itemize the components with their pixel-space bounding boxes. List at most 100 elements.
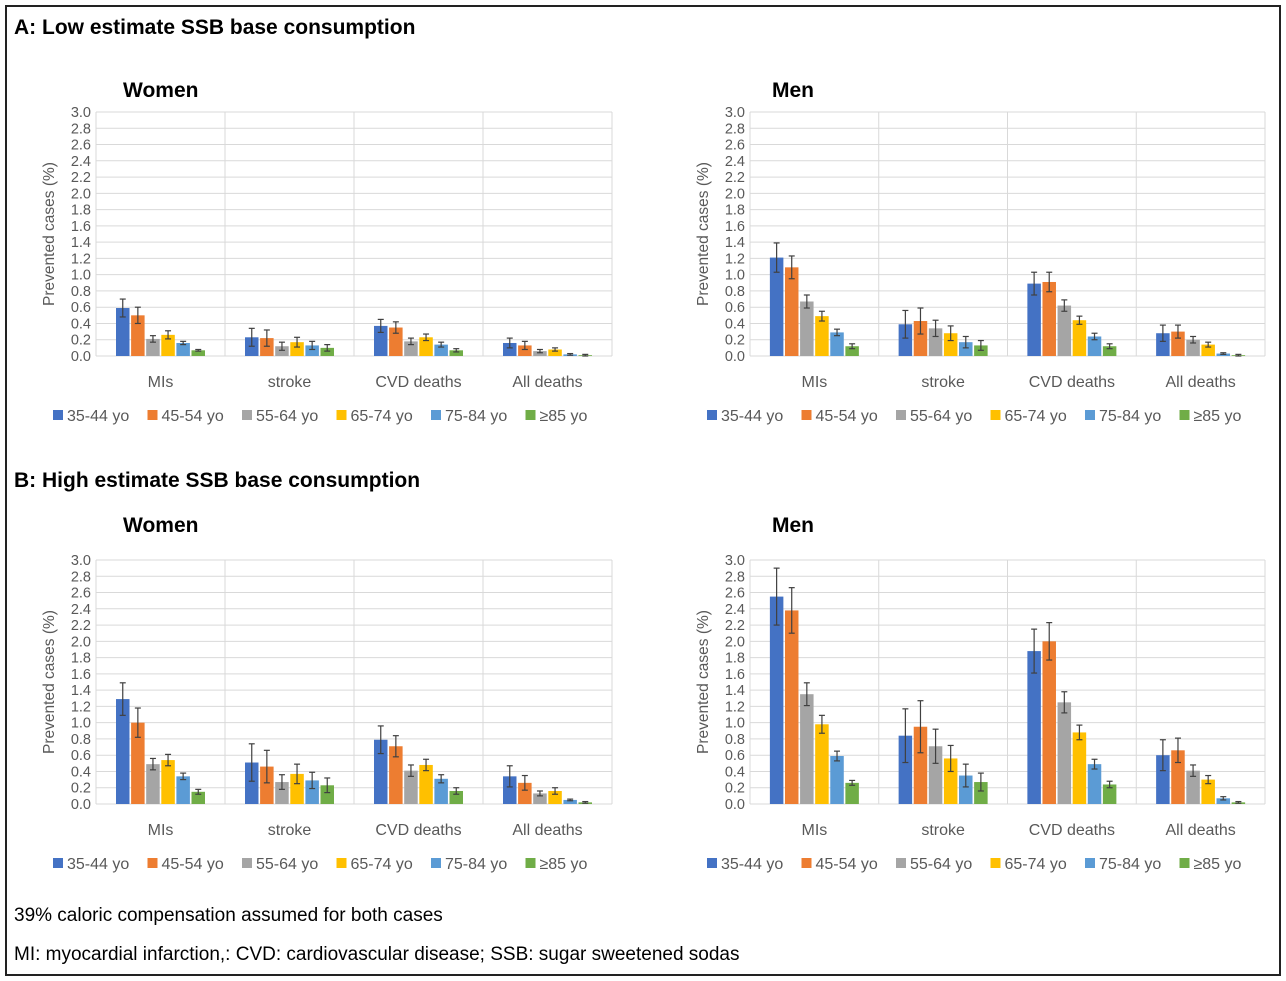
bar-65-74-yo-all-deaths [548, 349, 562, 356]
bar-65-74-yo-all-deaths [1201, 344, 1215, 356]
y-tick-label: 0.4 [725, 316, 745, 332]
x-category-label: All deaths [1165, 374, 1235, 391]
y-tick-label: 0.6 [725, 300, 745, 316]
legend-label-55-64-yo: 55-64 yo [910, 408, 972, 425]
bar-35-44-yo-mis [769, 596, 784, 804]
legend-label-65-74-yo: 65-74 yo [1005, 408, 1067, 425]
bar-75-84-yo-stroke [305, 345, 319, 356]
legend-swatch-65-74-yo [336, 410, 347, 420]
bar-45-54-yo-all-deaths [518, 345, 532, 356]
section-b-title: B: High estimate SSB base consumption [14, 469, 421, 492]
x-category-label: stroke [268, 374, 312, 391]
y-tick-label: 2.6 [725, 138, 745, 154]
y-tick-label: 0.6 [725, 748, 745, 764]
bar-ge85-yo-stroke [320, 347, 334, 356]
bar-45-54-yo-mis [784, 267, 799, 356]
y-tick-label: 0.0 [725, 349, 745, 365]
bar-35-44-yo-stroke [898, 735, 913, 804]
y-tick-label: 2.8 [71, 569, 91, 585]
bar-65-74-yo-stroke [290, 342, 304, 356]
legend-swatch-75-84-yo [1085, 410, 1095, 420]
bar-45-54-yo-mis [131, 315, 145, 356]
y-tick-label: 1.2 [725, 699, 745, 715]
legend-label-75-84-yo: 75-84 yo [1099, 856, 1161, 873]
legend-swatch-35-44-yo [707, 410, 717, 420]
legend-swatch-75-84-yo [431, 858, 441, 868]
bar-45-54-yo-stroke [913, 321, 928, 356]
y-tick-label: 3.0 [71, 105, 91, 121]
bar-35-44-yo-cvd-deaths [1027, 651, 1041, 804]
bar-75-84-yo-stroke [959, 342, 973, 356]
bar-ge85-yo-stroke [320, 785, 334, 804]
bar-ge85-yo-cvd-deaths [449, 350, 463, 356]
legend-swatch-65-74-yo [336, 858, 347, 868]
bar-65-74-yo-mis [815, 316, 829, 356]
bar-45-54-yo-cvd-deaths [1042, 641, 1056, 804]
bar-ge85-yo-mis [845, 346, 859, 356]
y-tick-label: 1.6 [71, 667, 91, 683]
y-tick-label: 2.0 [71, 186, 91, 202]
legend-swatch-35-44-yo [53, 410, 63, 420]
bar-55-64-yo-all-deaths [533, 351, 547, 356]
y-tick-label: 0.6 [71, 748, 91, 764]
bar-65-74-yo-stroke [943, 758, 958, 804]
bar-75-84-yo-cvd-deaths [434, 778, 448, 804]
bar-55-64-yo-all-deaths [1186, 770, 1200, 804]
legend-label-35-44-yo: 35-44 yo [721, 408, 783, 425]
legend-label-75-84-yo: 75-84 yo [1099, 408, 1161, 425]
legend-swatch-65-74-yo [990, 858, 1001, 868]
legend-label-65-74-yo: 65-74 yo [1005, 856, 1067, 873]
bar-45-54-yo-stroke [260, 338, 274, 356]
y-tick-label: 2.0 [725, 634, 745, 650]
bar-55-64-yo-all-deaths [533, 793, 547, 804]
y-tick-label: 1.8 [71, 651, 91, 667]
x-category-label: CVD deaths [375, 374, 461, 391]
y-tick-label: 2.8 [71, 121, 91, 137]
bar-45-54-yo-mis [131, 722, 145, 804]
bar-ge85-yo-stroke [974, 782, 988, 804]
y-tick-label: 1.0 [71, 268, 91, 284]
bar-45-54-yo-all-deaths [518, 782, 532, 804]
legend-label-75-84-yo: 75-84 yo [445, 856, 507, 873]
bar-65-74-yo-cvd-deaths [419, 764, 433, 804]
bar-55-64-yo-stroke [275, 782, 289, 804]
y-tick-label: 1.0 [725, 716, 745, 732]
y-tick-label: 1.2 [71, 251, 91, 267]
bar-ge85-yo-cvd-deaths [449, 790, 463, 804]
chart-title: Women [123, 79, 198, 102]
bar-35-44-yo-all-deaths [1156, 755, 1170, 804]
legend-label-35-44-yo: 35-44 yo [721, 856, 783, 873]
bar-65-74-yo-all-deaths [1201, 779, 1215, 804]
bar-55-64-yo-cvd-deaths [1057, 702, 1072, 804]
y-axis-label: Prevented cases (%) [41, 610, 58, 754]
legend-label-45-54-yo: 45-54 yo [162, 856, 224, 873]
bar-35-44-yo-mis [116, 699, 130, 804]
bar-65-74-yo-stroke [290, 773, 304, 804]
x-category-label: stroke [921, 374, 965, 391]
y-tick-label: 1.6 [725, 667, 745, 683]
bar-75-84-yo-mis [830, 332, 844, 356]
y-tick-label: 2.4 [71, 154, 91, 170]
y-tick-label: 2.6 [71, 138, 91, 154]
bar-35-44-yo-all-deaths [503, 342, 517, 356]
bar-ge85-yo-cvd-deaths [1102, 784, 1117, 804]
bar-35-44-yo-mis [769, 257, 784, 356]
y-tick-label: 2.4 [725, 154, 745, 170]
bar-45-54-yo-cvd-deaths [389, 746, 403, 804]
legend-swatch-ge85-yo [525, 858, 536, 868]
legend-label-65-74-yo: 65-74 yo [351, 856, 413, 873]
y-axis-label: Prevented cases (%) [695, 162, 712, 306]
bar-45-54-yo-cvd-deaths [389, 327, 403, 356]
bar-75-84-yo-all-deaths [563, 799, 577, 804]
y-tick-label: 0.2 [71, 333, 91, 349]
legend-label-55-64-yo: 55-64 yo [256, 856, 318, 873]
legend-swatch-45-54-yo [147, 410, 158, 420]
bar-35-44-yo-stroke [898, 324, 913, 356]
bar-55-64-yo-mis [146, 764, 160, 804]
bar-65-74-yo-mis [161, 334, 175, 356]
bar-35-44-yo-all-deaths [503, 776, 517, 804]
legend-swatch-ge85-yo [1179, 858, 1190, 868]
y-tick-label: 1.4 [725, 683, 745, 699]
legend-swatch-55-64-yo [242, 858, 252, 868]
